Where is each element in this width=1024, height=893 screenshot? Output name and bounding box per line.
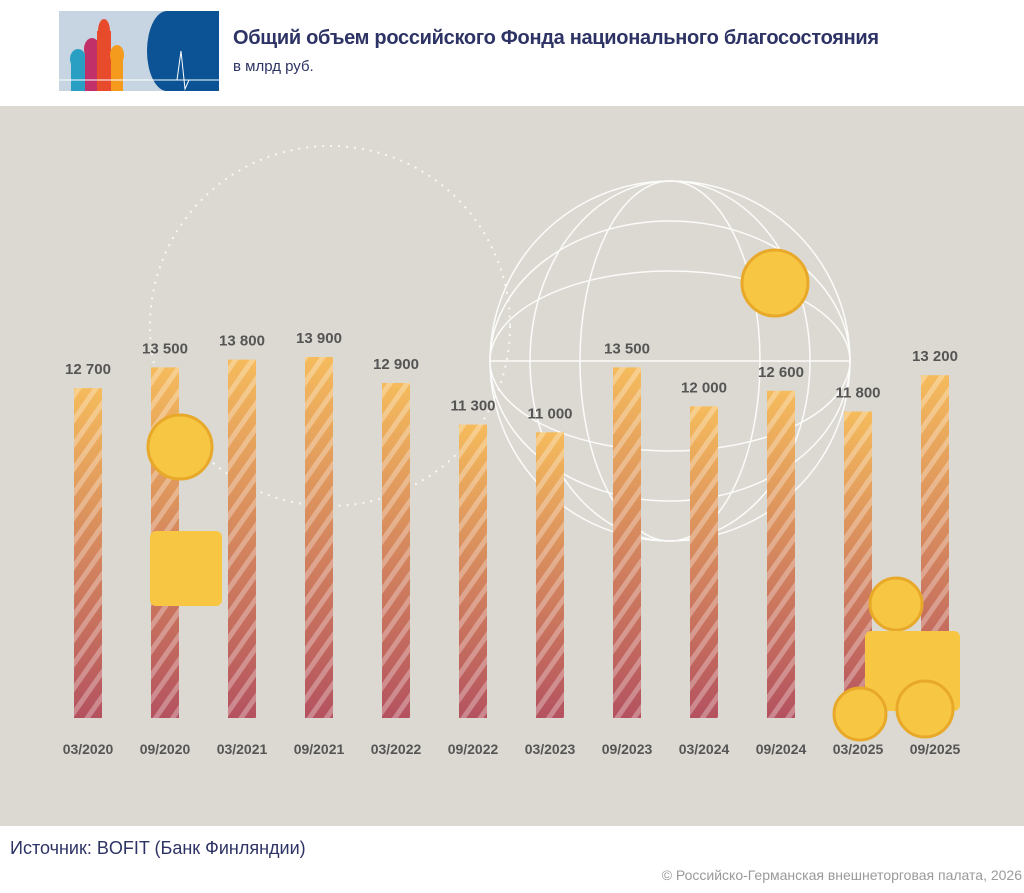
bar-stripes <box>382 382 410 718</box>
x-tick-label: 09/2021 <box>294 741 345 757</box>
bar-stripes <box>613 367 641 718</box>
data-label: 12 900 <box>373 356 419 373</box>
x-tick-label: 09/2025 <box>910 741 961 757</box>
data-label: 11 800 <box>835 385 880 402</box>
data-label: 13 500 <box>604 340 650 357</box>
data-label: 12 700 <box>65 361 111 378</box>
coins-decoration <box>146 248 960 742</box>
data-label: 12 000 <box>681 379 727 396</box>
data-label: 13 500 <box>142 340 188 357</box>
chart-subtitle: в млрд руб. <box>233 58 314 75</box>
data-label: 11 300 <box>450 398 495 415</box>
x-tick-label: 03/2025 <box>833 741 884 757</box>
source-note: Источник: BOFIT (Банк Финляндии) <box>10 838 306 858</box>
bar-stripes <box>74 388 102 718</box>
x-tick-label: 03/2020 <box>63 741 114 757</box>
bar-stripes <box>536 432 564 718</box>
x-tick-label: 09/2020 <box>140 741 191 757</box>
bar-chart: 12 700 03/2020 13 500 09/2020 13 800 03/2021 1… <box>63 145 961 757</box>
chart-title: Общий объем российского Фонда национальн… <box>233 27 879 49</box>
data-label: 12 600 <box>758 364 804 381</box>
x-tick-label: 09/2023 <box>602 741 653 757</box>
globe-decoration <box>489 180 851 542</box>
data-label: 13 200 <box>912 348 958 365</box>
x-tick-label: 03/2021 <box>217 741 268 757</box>
x-tick-label: 03/2024 <box>679 741 730 757</box>
copyright: © Российско-Германская внешнеторговая па… <box>661 867 1022 883</box>
data-label: 13 900 <box>296 330 342 347</box>
x-tick-label: 09/2024 <box>756 741 807 757</box>
bar-stripes <box>228 359 256 718</box>
x-tick-label: 03/2022 <box>371 741 422 757</box>
data-label: 13 800 <box>219 333 265 350</box>
x-tick-label: 03/2023 <box>525 741 576 757</box>
bar-stripes <box>767 390 795 718</box>
x-tick-label: 09/2022 <box>448 741 499 757</box>
bar-stripes <box>690 406 718 718</box>
bar-stripes <box>305 357 333 718</box>
bar-stripes <box>459 424 487 718</box>
logo <box>59 11 219 91</box>
data-label: 11 000 <box>527 405 572 422</box>
